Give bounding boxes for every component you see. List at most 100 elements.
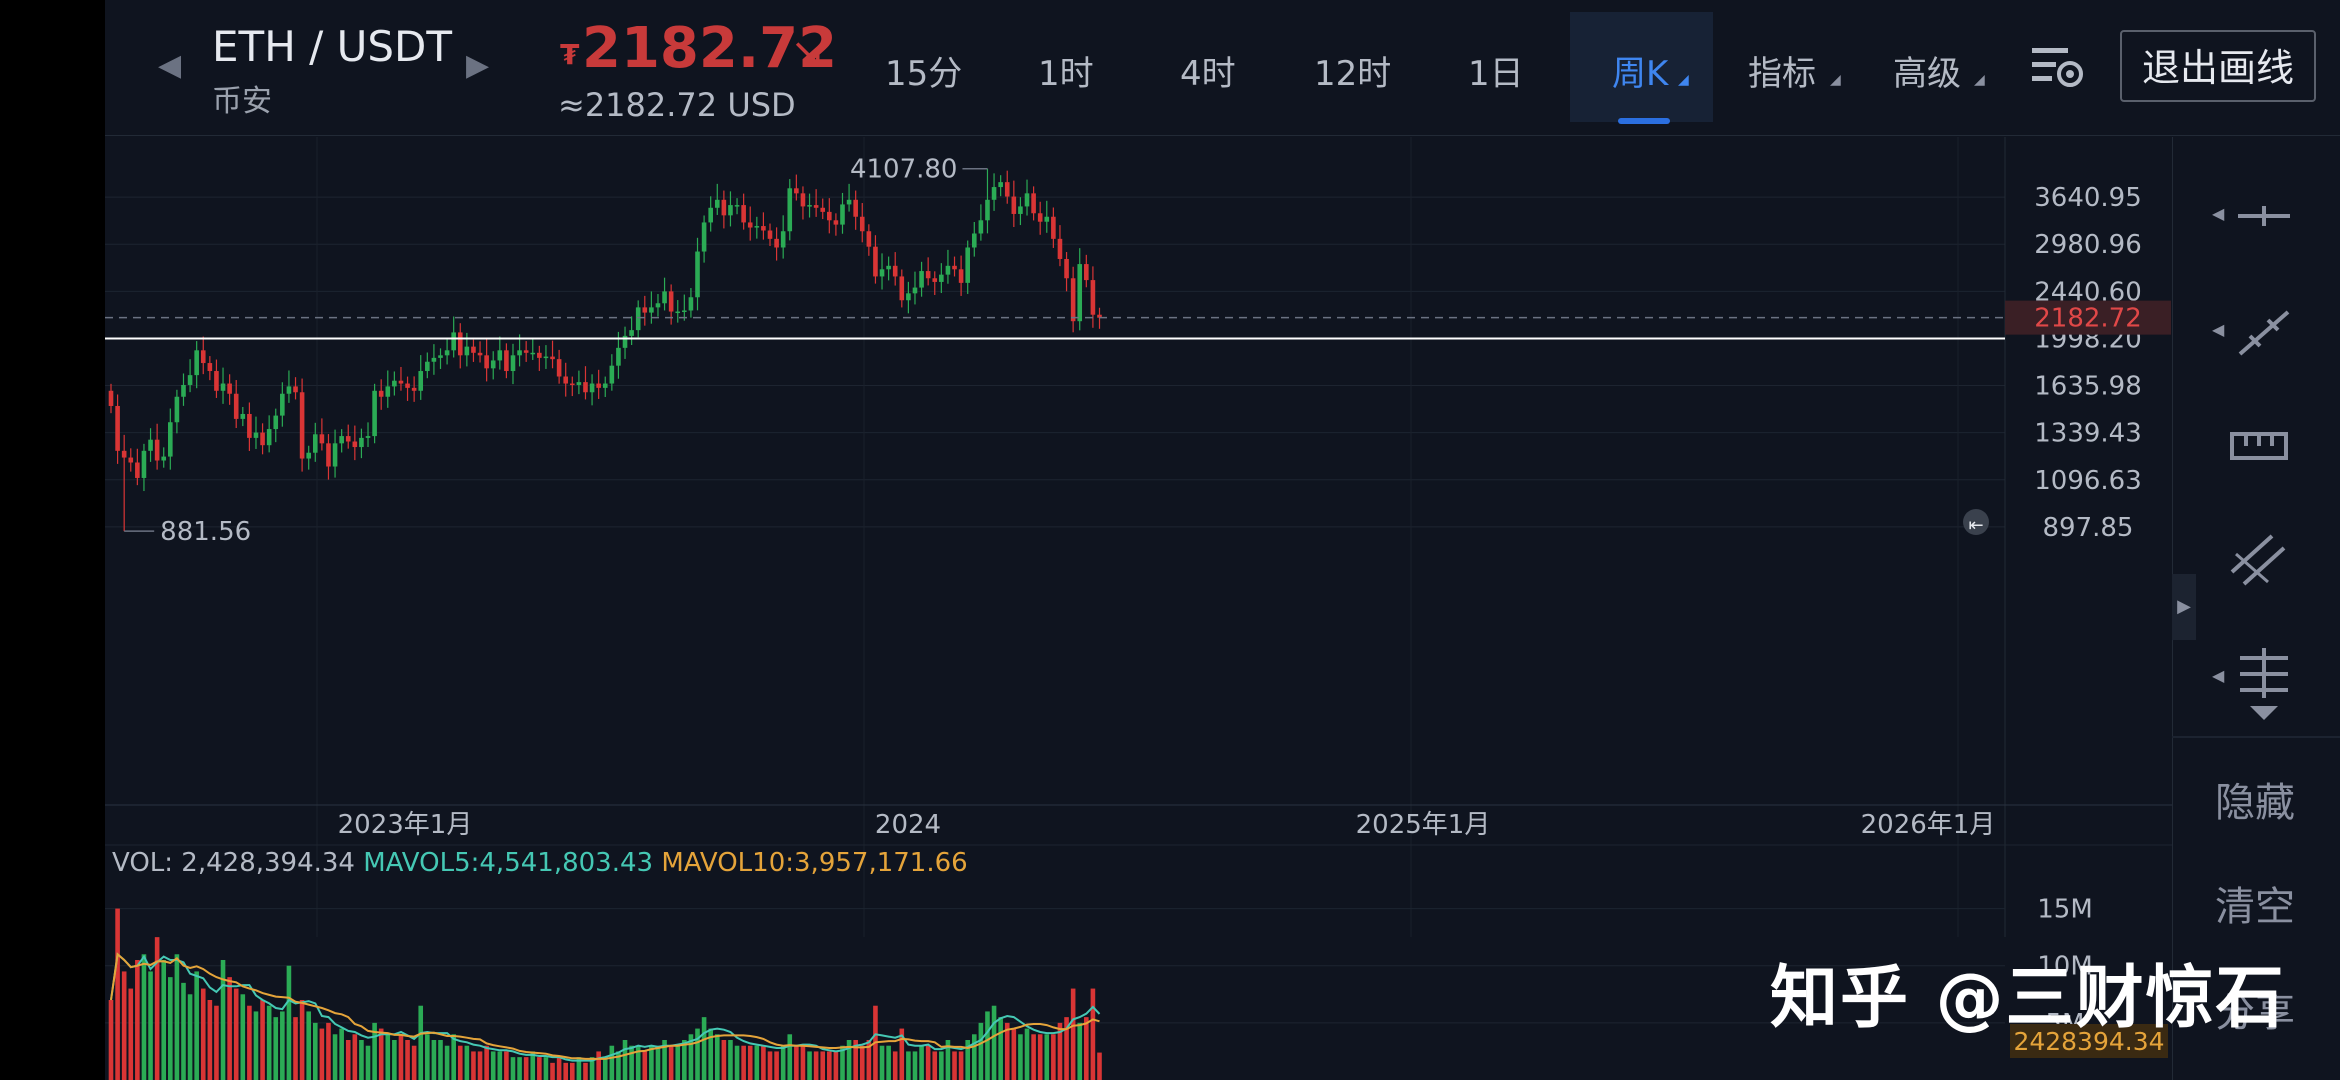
mavol5-line (110, 952, 1101, 1062)
candle-body (787, 188, 793, 232)
candle-body (405, 383, 410, 388)
timeframe-weekly[interactable]: 周K (1612, 54, 1669, 94)
high-price-label: 4107.80 (850, 155, 958, 185)
measure-tool-icon[interactable] (2228, 426, 2290, 466)
volume-bar (695, 1028, 700, 1080)
candle-body (286, 386, 292, 394)
share-button[interactable]: 分享 (2215, 990, 2295, 1036)
volume-bar (708, 1028, 713, 1080)
volume-bar (148, 971, 153, 1080)
candle-body (115, 405, 120, 451)
volume-bar (194, 971, 199, 1080)
x-tick-label: 2025年1月 (1356, 810, 1491, 840)
candle-body (365, 436, 371, 438)
candle-body (299, 392, 305, 459)
volume-bar (655, 1045, 661, 1080)
prev-pair-icon[interactable]: ◀ (158, 48, 182, 83)
current-price-tag-bg (2005, 300, 2171, 335)
volume-info-row: VOL: 2,428,394.34 MAVOL5:4,541,803.43 MA… (112, 848, 968, 878)
exit-drawing-button[interactable]: 退出画线 (2120, 30, 2316, 102)
fib-tool-icon[interactable] (2234, 646, 2294, 722)
timeframe-4h[interactable]: 4时 (1180, 54, 1236, 94)
candle-body (326, 443, 331, 467)
clear-drawings-button[interactable]: 清空 (2215, 884, 2295, 930)
next-pair-icon[interactable]: ▶ (466, 48, 490, 83)
volume-bar (504, 1051, 509, 1080)
candle-body (490, 360, 496, 369)
timeframe-1d[interactable]: 1日 (1468, 54, 1524, 94)
candle-body (438, 355, 443, 358)
volume-bar (879, 1045, 885, 1080)
price-down-arrow-icon: ↘ (790, 28, 826, 77)
candle-body (194, 350, 199, 376)
parallel-channel-tool[interactable] (2228, 532, 2288, 592)
timeframe-15m[interactable]: 15分 (885, 54, 963, 94)
volume-bar (767, 1051, 773, 1080)
active-timeframe-underline (1618, 118, 1670, 124)
candle-body (734, 205, 740, 207)
candle-body (1037, 213, 1043, 222)
volume-bar (642, 1051, 648, 1080)
trend-line-tool-icon[interactable] (2234, 306, 2294, 360)
usd-equivalent: ≈2182.72 USD (558, 86, 796, 124)
pair-title[interactable]: ETH / USDT (212, 22, 453, 71)
volume-bar (602, 1057, 608, 1080)
candle-body (523, 350, 529, 353)
volume-bar (1051, 1034, 1056, 1080)
candle-body (602, 383, 608, 388)
candle-body (859, 216, 865, 232)
timeframe-12h[interactable]: 12时 (1314, 54, 1392, 94)
candle-body (135, 462, 140, 478)
advanced-menu[interactable]: 高级 (1893, 54, 1961, 94)
measure-tool[interactable] (2228, 426, 2290, 470)
candle-body (668, 291, 674, 312)
chart-settings-icon[interactable] (2030, 42, 2084, 94)
volume-bar (754, 1045, 760, 1080)
indicator-menu[interactable]: 指标 (1748, 54, 1816, 94)
candle-body (345, 436, 351, 442)
candle-body (879, 269, 885, 277)
volume-bar (214, 1005, 219, 1080)
candle-body (339, 436, 344, 444)
candle-body (695, 251, 700, 298)
volume-bar (800, 1045, 806, 1080)
volume-bar (233, 988, 239, 1080)
volume-bar (1011, 1028, 1017, 1080)
volume-bar (207, 1000, 213, 1080)
candle-body (504, 350, 509, 372)
candle-body (998, 182, 1003, 188)
candle-body (813, 205, 819, 208)
watermark: 知乎 @三财惊石 (1770, 959, 2286, 1038)
parallel-channel-tool-icon[interactable] (2228, 532, 2288, 588)
jump-to-latest-button[interactable]: ⇤ (1963, 509, 1989, 536)
candle-body (576, 382, 582, 385)
timeframe-1h[interactable]: 1时 (1038, 54, 1094, 94)
volume-bar (971, 1034, 977, 1080)
candle-body (899, 276, 905, 301)
collapse-toolbar-icon[interactable]: ▶ (2172, 574, 2196, 640)
volume-bar (629, 1045, 634, 1080)
volume-bar (227, 977, 232, 1080)
volume-bar (570, 1062, 575, 1080)
candle-body (952, 265, 957, 270)
volume-bar (484, 1045, 489, 1080)
volume-bar (319, 1028, 325, 1080)
candle-body (609, 365, 615, 384)
candle-body (372, 390, 377, 437)
volume-bar (820, 1051, 826, 1080)
hide-drawings-button[interactable]: 隐藏 (2215, 780, 2295, 826)
horizontal-line-tool-icon[interactable] (2234, 196, 2294, 236)
candle-body (181, 384, 186, 397)
volume-bar (589, 1057, 595, 1080)
volume-bar (181, 982, 186, 1080)
candle-body (550, 356, 555, 360)
candle-body (359, 437, 364, 448)
kline-chart[interactable]: 3640.952980.962440.601998.201635.981339.… (105, 137, 2172, 1080)
volume-bar (457, 1045, 463, 1080)
candle-body (840, 204, 845, 225)
candle-body (266, 429, 272, 446)
volume-bar (616, 1051, 621, 1080)
jump-to-latest-icon[interactable]: ⇤ (1968, 515, 1983, 536)
candle-body (649, 307, 654, 313)
jump-to-latest-bg[interactable] (1963, 509, 1989, 535)
